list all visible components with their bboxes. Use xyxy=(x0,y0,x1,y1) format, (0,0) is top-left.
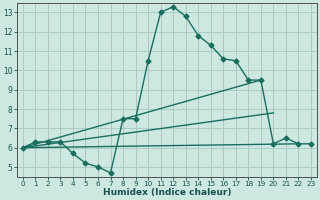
X-axis label: Humidex (Indice chaleur): Humidex (Indice chaleur) xyxy=(103,188,231,197)
